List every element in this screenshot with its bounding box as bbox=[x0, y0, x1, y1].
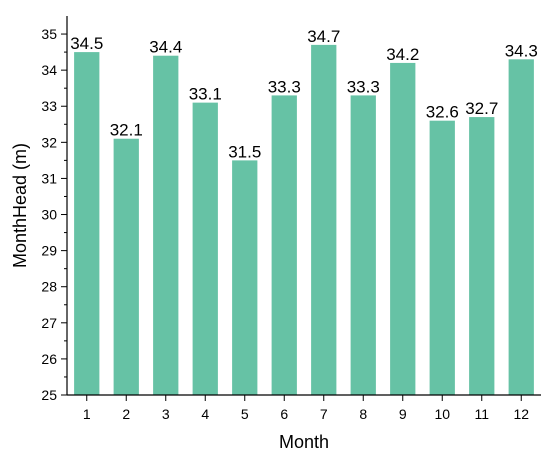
x-tick-label: 11 bbox=[474, 406, 489, 422]
bar-month-6 bbox=[271, 95, 297, 396]
bar-month-2 bbox=[113, 138, 139, 395]
x-tick-label: 7 bbox=[320, 406, 328, 422]
x-tick-label: 2 bbox=[122, 406, 130, 422]
bar-month-11 bbox=[469, 117, 495, 396]
y-tick-label: 34 bbox=[41, 62, 57, 78]
y-tick-label: 29 bbox=[41, 243, 57, 259]
x-tick-label: 10 bbox=[434, 406, 450, 422]
data-label-month-8: 33.3 bbox=[347, 77, 380, 96]
x-tick-label: 12 bbox=[513, 406, 529, 422]
data-label-month-3: 34.4 bbox=[149, 38, 182, 57]
data-label-month-12: 34.3 bbox=[505, 41, 538, 60]
y-tick-label: 30 bbox=[41, 207, 57, 223]
bar-month-1 bbox=[74, 52, 100, 395]
bar-month-12 bbox=[508, 59, 534, 396]
data-label-month-9: 34.2 bbox=[386, 45, 419, 64]
bars-group bbox=[74, 44, 534, 396]
bar-month-4 bbox=[192, 102, 218, 395]
x-axis-title: Month bbox=[279, 432, 329, 452]
y-tick-label: 31 bbox=[41, 170, 57, 186]
y-tick-label: 26 bbox=[41, 351, 57, 367]
bar-month-8 bbox=[350, 95, 376, 396]
bar-month-9 bbox=[390, 62, 416, 396]
y-tick-label: 35 bbox=[41, 26, 57, 42]
y-tick-label: 32 bbox=[41, 134, 57, 150]
y-tick-label: 28 bbox=[41, 279, 57, 295]
y-tick-label: 25 bbox=[41, 387, 57, 403]
data-label-month-11: 32.7 bbox=[465, 99, 498, 118]
y-axis-title: MonthHead (m) bbox=[10, 143, 30, 268]
y-tick-label: 33 bbox=[41, 98, 57, 114]
data-label-month-7: 34.7 bbox=[307, 27, 340, 46]
data-labels-group: 34.5 32.1 34.4 33.1 31.5 33.3 34.7 33.3 34.2 32.6… bbox=[70, 27, 538, 162]
x-tick-label: 5 bbox=[241, 406, 249, 422]
bar-month-5 bbox=[232, 160, 258, 395]
bar-month-3 bbox=[153, 55, 179, 395]
x-tick-label: 1 bbox=[83, 406, 91, 422]
y-tick-label: 27 bbox=[41, 315, 57, 331]
x-tick-label: 9 bbox=[399, 406, 407, 422]
x-axis: 1 2 3 4 5 6 7 8 9 10 11 12 bbox=[67, 394, 541, 422]
x-tick-label: 4 bbox=[201, 406, 209, 422]
data-label-month-1: 34.5 bbox=[70, 34, 103, 53]
y-axis: 25 26 27 28 29 30 31 32 33 34 35 bbox=[41, 16, 68, 403]
data-label-month-6: 33.3 bbox=[268, 77, 301, 96]
data-label-month-4: 33.1 bbox=[189, 85, 222, 104]
x-tick-label: 8 bbox=[359, 406, 367, 422]
bar-month-10 bbox=[429, 120, 455, 395]
bar-month-7 bbox=[311, 44, 337, 395]
x-tick-label: 6 bbox=[280, 406, 288, 422]
data-label-month-5: 31.5 bbox=[228, 142, 261, 161]
data-label-month-10: 32.6 bbox=[426, 103, 459, 122]
x-tick-label: 3 bbox=[162, 406, 170, 422]
data-label-month-2: 32.1 bbox=[110, 121, 143, 140]
